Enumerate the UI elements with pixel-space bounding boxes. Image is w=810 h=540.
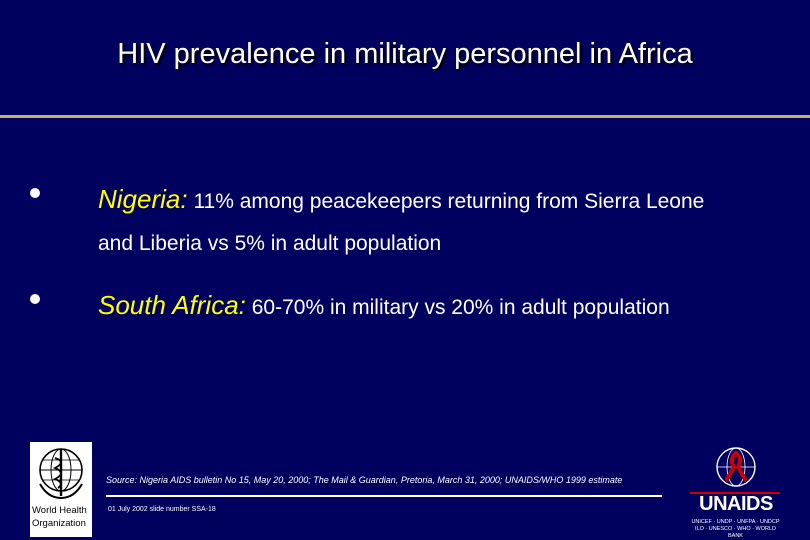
unaids-cosponsors-line1: UNICEF · UNDP · UNFPA · UNDCP bbox=[691, 519, 780, 525]
bullet-text: South Africa: 60-70% in military vs 20% … bbox=[98, 284, 738, 329]
bullet-dot-icon bbox=[30, 188, 40, 198]
who-logo: World Health Organization bbox=[30, 442, 92, 537]
who-logo-text: World Health Organization bbox=[32, 504, 92, 530]
bullet-detail: 11% among peacekeepers returning from Si… bbox=[98, 190, 705, 255]
who-logo-line1: World Health bbox=[32, 505, 87, 516]
unaids-cosponsors-line2: ILO · UNESCO · WHO · WORLD BANK bbox=[695, 526, 776, 539]
who-logo-line2: Organization bbox=[32, 518, 86, 529]
bullet-country: Nigeria: bbox=[98, 184, 188, 214]
unaids-logo: UNAIDS UNICEF · UNDP · UNFPA · UNDCP ILO… bbox=[688, 445, 783, 539]
bullet-country: South Africa: bbox=[98, 290, 246, 320]
who-emblem-icon bbox=[39, 448, 83, 500]
slide-number: 01 July 2002 slide number SSA-18 bbox=[108, 506, 216, 513]
unaids-red-bar bbox=[690, 492, 780, 494]
title-divider bbox=[0, 115, 810, 118]
source-citation: Source: Nigeria AIDS bulletin No 15, May… bbox=[106, 475, 623, 485]
source-divider bbox=[106, 495, 662, 497]
red-ribbon-icon bbox=[716, 447, 756, 487]
bullet-dot-icon bbox=[30, 294, 40, 304]
bullet-text: Nigeria: 11% among peacekeepers returnin… bbox=[98, 178, 738, 265]
unaids-name: UNAIDS bbox=[699, 493, 773, 515]
slide-title: HIV prevalence in military personnel in … bbox=[117, 38, 693, 70]
bullet-detail: 60-70% in military vs 20% in adult popul… bbox=[251, 296, 670, 319]
